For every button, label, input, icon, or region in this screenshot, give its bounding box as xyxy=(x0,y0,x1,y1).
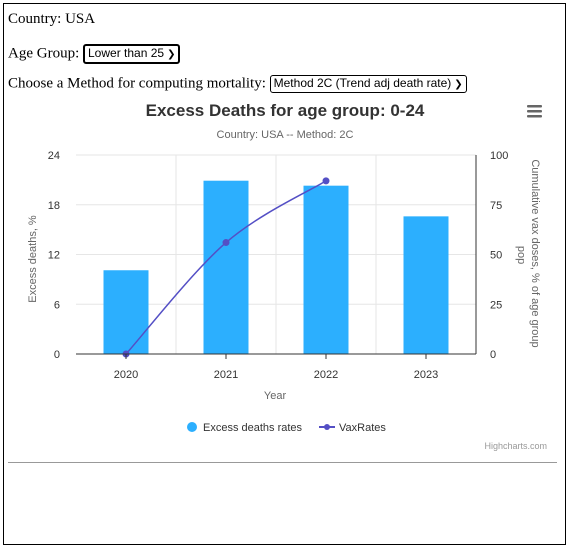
age-group-label: Age Group: xyxy=(8,45,80,62)
y2-tick-label: 50 xyxy=(490,250,502,262)
page-frame xyxy=(3,3,566,545)
vaxrates-point xyxy=(222,239,230,247)
legend-bar-marker xyxy=(187,422,197,432)
bar-2021 xyxy=(203,180,249,354)
bar-series xyxy=(103,180,449,354)
bar-2022 xyxy=(303,185,349,354)
method-row: Choose a Method for computing mortality:… xyxy=(8,75,467,93)
y2-tick-label: 25 xyxy=(490,299,502,311)
legend-line-dot xyxy=(324,424,330,430)
chart-menu-button[interactable] xyxy=(524,104,544,120)
y-tick-label: 12 xyxy=(48,250,60,262)
legend-item-excess-deaths[interactable]: Excess deaths rates xyxy=(187,422,303,434)
x-tick-label: 2023 xyxy=(414,369,438,381)
y2-tick-label: 0 xyxy=(490,349,496,361)
age-group-select[interactable]: Lower than 25 ❯ xyxy=(83,44,181,64)
legend-label-excess-deaths: Excess deaths rates xyxy=(203,422,303,434)
legend: Excess deaths rates VaxRates xyxy=(187,422,386,434)
chart-axes: 0 6 12 18 24 0 25 50 75 100 2020 2021 2022 2023 xyxy=(48,150,509,381)
bar-2020 xyxy=(103,270,149,354)
y2-tick-label: 75 xyxy=(490,200,502,212)
hamburger-menu-icon xyxy=(527,105,542,118)
chart-title: Excess Deaths for age group: 0-24 xyxy=(146,101,425,120)
y2-tick-label: 100 xyxy=(490,150,508,162)
x-tick-label: 2020 xyxy=(114,369,138,381)
excess-deaths-chart: Excess Deaths for age group: 0-24 Countr… xyxy=(27,101,547,451)
age-group-selected: Lower than 25 xyxy=(88,46,165,60)
y-tick-label: 6 xyxy=(54,299,60,311)
y-tick-label: 18 xyxy=(48,200,60,212)
section-divider xyxy=(8,462,557,463)
country-line: Country: USA xyxy=(8,11,96,27)
vaxrates-point xyxy=(322,177,330,185)
x-tick-label: 2022 xyxy=(314,369,338,381)
y-tick-label: 24 xyxy=(48,150,60,162)
age-group-row: Age Group: Lower than 25 ❯ xyxy=(8,44,181,64)
y-axis-title: Excess deaths, % xyxy=(27,215,39,303)
legend-item-vaxrates[interactable]: VaxRates xyxy=(319,422,386,434)
x-axis-title: Year xyxy=(264,390,287,402)
chevron-down-icon: ❯ xyxy=(167,49,176,60)
x-tick-label: 2021 xyxy=(214,369,238,381)
legend-label-vaxrates: VaxRates xyxy=(339,422,386,434)
method-label: Choose a Method for computing mortality: xyxy=(8,75,266,92)
bar-2023 xyxy=(403,216,449,354)
chart-credits[interactable]: Highcharts.com xyxy=(484,441,547,451)
y-tick-label: 0 xyxy=(54,349,60,361)
y2-axis-title: Cumulative vax doses, % of age group pop xyxy=(515,159,541,350)
method-select[interactable]: Method 2C (Trend adj death rate) ❯ xyxy=(269,75,467,93)
method-selected: Method 2C (Trend adj death rate) xyxy=(273,76,452,90)
chart-subtitle: Country: USA -- Method: 2C xyxy=(217,129,354,141)
chevron-down-icon: ❯ xyxy=(454,79,463,90)
